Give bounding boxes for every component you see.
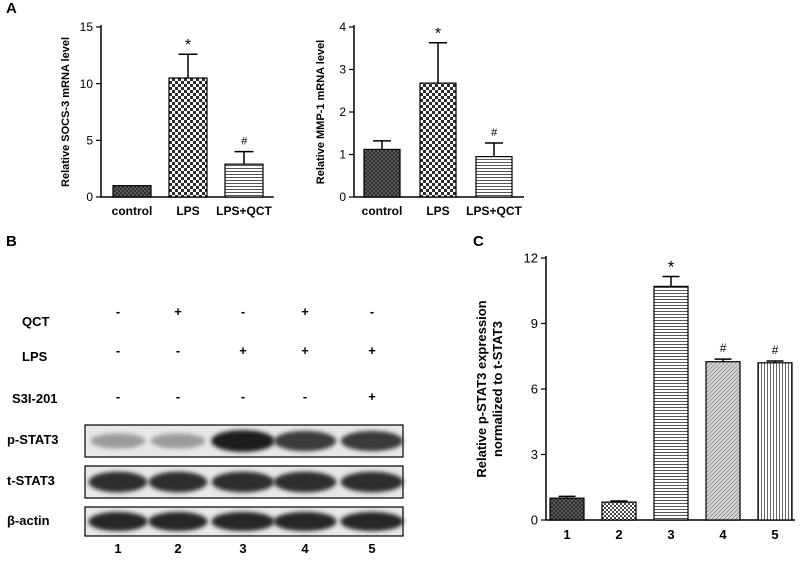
blot-label: p-STAT3 xyxy=(7,432,59,447)
y-tick-label: 4 xyxy=(339,20,346,34)
category-label: LPS xyxy=(426,204,449,218)
treatment-sign: - xyxy=(240,304,246,319)
panel-letter-b: B xyxy=(6,233,17,250)
y-axis-label: Relative p-STAT3 expression xyxy=(474,300,489,477)
y-axis-label: Relative MMP-1 mRNA level xyxy=(315,40,327,184)
blot-band xyxy=(273,511,337,532)
y-tick-label: 2 xyxy=(339,105,346,119)
y-tick-label: 0 xyxy=(339,190,346,204)
bar-5 xyxy=(757,362,793,521)
lane-number: 2 xyxy=(174,541,182,556)
y-axis-label: normalized to t-STAT3 xyxy=(490,321,505,457)
y-tick-label: 6 xyxy=(531,382,538,397)
category-label: LPS+QCT xyxy=(216,204,272,218)
treatment-label: QCT xyxy=(22,314,50,329)
significance-mark: * xyxy=(185,37,191,54)
panel-letter-a: A xyxy=(6,0,17,17)
y-tick-label: 3 xyxy=(531,447,538,462)
significance-mark: # xyxy=(491,127,498,139)
significance-mark: # xyxy=(772,343,779,357)
bar-LPS xyxy=(168,77,208,198)
treatment-sign: + xyxy=(301,304,309,319)
y-tick-label: 10 xyxy=(80,77,94,91)
y-tick-label: 5 xyxy=(86,134,93,148)
blot-label: t-STAT3 xyxy=(7,473,55,488)
blot-band xyxy=(88,511,148,532)
treatment-sign: + xyxy=(368,343,376,358)
blot-band xyxy=(211,430,275,452)
treatment-sign: - xyxy=(369,304,375,319)
bar-LPS+QCT xyxy=(475,156,513,198)
blot-band xyxy=(150,433,206,449)
socs3-bar-chart: Relative SOCS-3 mRNA level 0 5 10 15 control *… xyxy=(60,20,274,218)
western-blot: QCT - + - + - LPS - - + + + S3I-201 - - - - + p-STAT3 t-STA… xyxy=(7,304,404,556)
treatment-sign: - xyxy=(240,389,246,404)
y-tick-label: 9 xyxy=(531,316,538,331)
lane-number: 4 xyxy=(301,541,309,556)
lane-number: 5 xyxy=(368,541,376,556)
significance-mark: # xyxy=(241,136,248,148)
category-label: 3 xyxy=(667,527,674,542)
y-tick-label: 1 xyxy=(339,148,346,162)
treatment-sign: + xyxy=(174,304,182,319)
category-label: 4 xyxy=(719,527,727,542)
bar-1 xyxy=(549,497,585,521)
treatment-sign: - xyxy=(115,389,121,404)
treatment-sign: - xyxy=(175,389,181,404)
bar-3 xyxy=(653,285,689,521)
category-label: 1 xyxy=(563,527,570,542)
bar-4 xyxy=(705,361,741,521)
bar-LPS xyxy=(419,82,457,198)
significance-mark: # xyxy=(720,341,727,355)
panel-letter-c: C xyxy=(473,233,484,250)
y-tick-label: 0 xyxy=(86,190,93,204)
significance-mark: * xyxy=(668,258,675,277)
blot-band xyxy=(211,471,275,493)
mmp1-bar-chart: Relative MMP-1 mRNA level 0 1 2 3 4 control * LP… xyxy=(315,20,524,218)
category-label: LPS+QCT xyxy=(466,204,522,218)
blot-band xyxy=(148,471,208,493)
category-label: 2 xyxy=(615,527,622,542)
category-label: 5 xyxy=(771,527,778,542)
blot-band xyxy=(211,511,275,532)
treatment-sign: + xyxy=(368,389,376,404)
blot-band xyxy=(148,511,208,532)
y-tick-label: 15 xyxy=(80,20,94,34)
treatment-sign: + xyxy=(301,343,309,358)
lane-number: 1 xyxy=(114,541,122,556)
y-axis-label: Relative SOCS-3 mRNA level xyxy=(60,37,72,187)
pstat3-bar-chart: Relative p-STAT3 expression normalized to… xyxy=(474,251,795,542)
category-label: control xyxy=(362,204,403,218)
blot-band xyxy=(340,471,404,493)
treatment-sign: - xyxy=(115,304,121,319)
treatment-sign: - xyxy=(175,343,181,358)
blot-band xyxy=(88,471,148,493)
bar-control xyxy=(112,185,152,198)
blot-band xyxy=(340,430,404,452)
bar-2 xyxy=(601,501,637,521)
category-label: LPS xyxy=(176,204,199,218)
category-label: control xyxy=(112,204,153,218)
treatment-label: LPS xyxy=(22,349,48,364)
y-tick-label: 0 xyxy=(531,513,538,528)
significance-mark: * xyxy=(435,26,441,43)
treatment-label: S3I-201 xyxy=(12,391,58,406)
y-tick-label: 12 xyxy=(524,251,538,266)
blot-band xyxy=(273,430,337,452)
blot-label: β-actin xyxy=(7,512,50,528)
treatment-sign: - xyxy=(302,389,308,404)
y-tick-label: 3 xyxy=(339,63,346,77)
blot-band xyxy=(340,511,404,532)
lane-number: 3 xyxy=(239,541,247,556)
blot-band xyxy=(90,433,146,449)
treatment-sign: - xyxy=(115,343,121,358)
blot-bands xyxy=(84,424,404,537)
bar-LPS+QCT xyxy=(224,163,264,198)
treatment-sign: + xyxy=(239,343,247,358)
blot-band xyxy=(273,471,337,493)
